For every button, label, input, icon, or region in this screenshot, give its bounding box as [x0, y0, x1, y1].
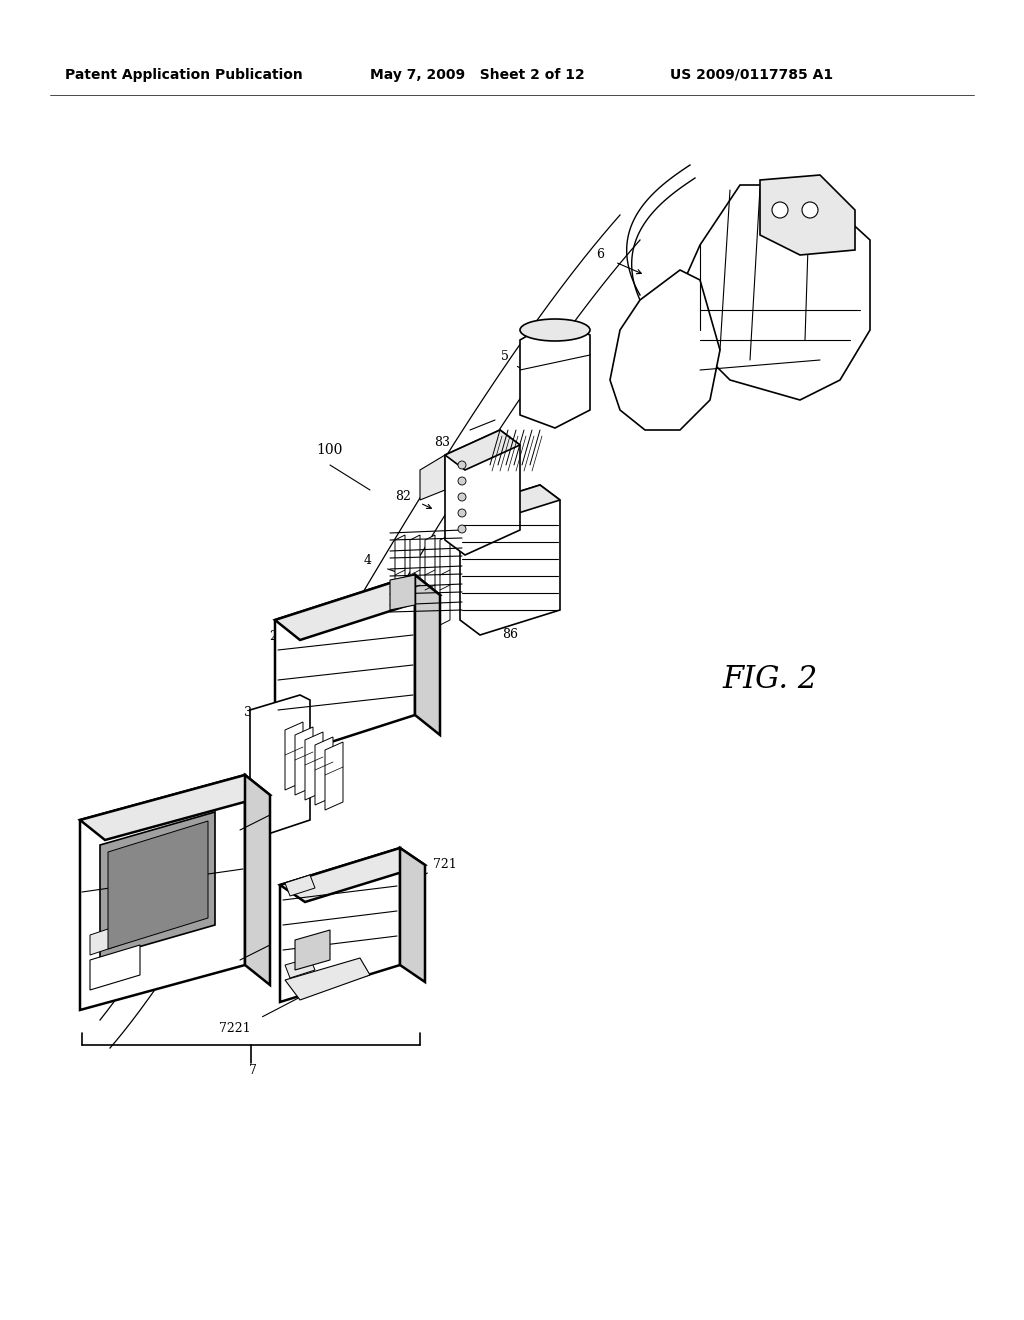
Text: US 2009/0117785 A1: US 2009/0117785 A1 [670, 69, 834, 82]
Polygon shape [325, 742, 343, 810]
Text: 7: 7 [249, 1064, 257, 1077]
Polygon shape [680, 185, 870, 400]
Polygon shape [390, 576, 415, 610]
Circle shape [458, 510, 466, 517]
Polygon shape [245, 775, 270, 985]
Polygon shape [108, 821, 208, 949]
Polygon shape [80, 775, 270, 840]
Polygon shape [400, 847, 425, 982]
Text: 72: 72 [368, 878, 383, 891]
Circle shape [458, 477, 466, 484]
Polygon shape [315, 737, 333, 805]
Polygon shape [100, 812, 215, 958]
Text: 5: 5 [501, 351, 509, 363]
Text: 86: 86 [502, 628, 518, 642]
Polygon shape [285, 958, 315, 978]
Text: 2: 2 [269, 630, 276, 643]
Text: 6: 6 [596, 248, 604, 260]
Polygon shape [445, 430, 520, 554]
Polygon shape [520, 319, 590, 428]
Text: 3: 3 [244, 705, 252, 718]
Polygon shape [295, 727, 313, 795]
Polygon shape [440, 535, 450, 624]
Text: 7221: 7221 [219, 1022, 251, 1035]
Polygon shape [285, 875, 315, 896]
Circle shape [802, 202, 818, 218]
Text: Patent Application Publication: Patent Application Publication [65, 69, 303, 82]
Text: 100: 100 [316, 444, 343, 457]
Polygon shape [610, 271, 720, 430]
Circle shape [458, 461, 466, 469]
Polygon shape [80, 775, 245, 1010]
Polygon shape [250, 696, 310, 840]
Text: 721: 721 [433, 858, 457, 871]
Text: 4: 4 [364, 553, 372, 566]
Polygon shape [285, 722, 303, 789]
Circle shape [458, 492, 466, 502]
Polygon shape [285, 958, 370, 1001]
Polygon shape [460, 484, 560, 525]
Polygon shape [395, 535, 406, 624]
Text: 722: 722 [378, 883, 401, 896]
Polygon shape [280, 847, 425, 902]
Polygon shape [760, 176, 855, 255]
Text: 8: 8 [428, 474, 436, 487]
Polygon shape [275, 576, 440, 640]
Text: 82: 82 [395, 490, 411, 503]
Text: May 7, 2009   Sheet 2 of 12: May 7, 2009 Sheet 2 of 12 [370, 69, 585, 82]
Ellipse shape [520, 319, 590, 341]
Text: 83: 83 [434, 437, 450, 450]
Polygon shape [410, 535, 420, 624]
Polygon shape [305, 733, 323, 800]
Polygon shape [445, 430, 520, 470]
Polygon shape [420, 455, 445, 500]
Polygon shape [415, 576, 440, 735]
Polygon shape [275, 576, 415, 760]
Polygon shape [90, 945, 140, 990]
Polygon shape [280, 847, 400, 1002]
Polygon shape [425, 535, 435, 624]
Text: FIG. 2: FIG. 2 [722, 664, 817, 696]
Text: 71: 71 [130, 813, 146, 826]
Polygon shape [90, 925, 120, 954]
Polygon shape [460, 484, 560, 635]
Polygon shape [295, 931, 330, 970]
Circle shape [458, 525, 466, 533]
Circle shape [772, 202, 788, 218]
